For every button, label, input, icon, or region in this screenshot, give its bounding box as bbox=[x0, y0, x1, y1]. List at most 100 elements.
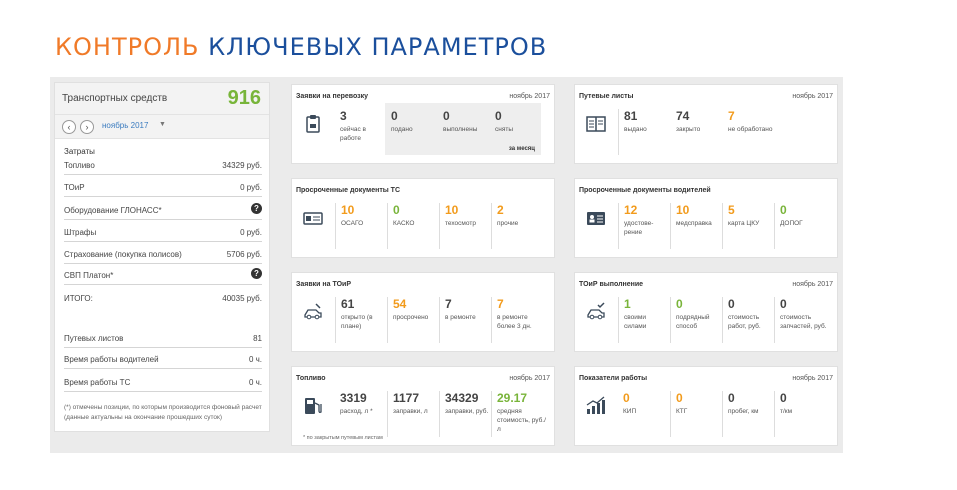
month-dropdown[interactable]: ноябрь 2017 bbox=[102, 121, 149, 130]
page-title-accent: КОНТРОЛЬ bbox=[55, 33, 209, 61]
metric-value: 0 bbox=[780, 203, 787, 217]
cost-total-row: ИТОГО: 40035 руб. bbox=[64, 288, 262, 308]
metric-label: удостове-рение bbox=[624, 220, 654, 236]
card-driver-docs[interactable]: Просроченные документы водителей 12 удост… bbox=[574, 178, 838, 258]
metric-label: техосмотр bbox=[445, 220, 476, 227]
metric-value: 10 bbox=[341, 203, 355, 217]
metric-label: средняя стоимость, руб./л bbox=[497, 408, 546, 433]
metric-value: 54 bbox=[393, 297, 407, 311]
card-title: Заявки на ТОиР bbox=[296, 281, 352, 288]
metric: 0 КАСКО bbox=[387, 203, 437, 249]
card-date: ноябрь 2017 bbox=[509, 375, 550, 382]
metric: 3 сейчас в работе bbox=[335, 109, 383, 155]
card-fuel[interactable]: Топливо ноябрь 2017 3319 расход, л * 1177… bbox=[291, 366, 555, 446]
fuel-pump-icon bbox=[305, 398, 322, 414]
metric-label: прочие bbox=[497, 220, 519, 227]
card-date: ноябрь 2017 bbox=[509, 93, 550, 100]
metric: 10 ОСАГО bbox=[335, 203, 385, 249]
page-title: КОНТРОЛЬ КЛЮЧЕВЫХ ПАРАМЕТРОВ bbox=[55, 33, 547, 61]
metric-value: 1 bbox=[624, 297, 631, 311]
metric-value: 7 bbox=[728, 109, 735, 123]
metric: 0 стоимость работ, руб. bbox=[722, 297, 772, 343]
metric-value: 10 bbox=[676, 203, 690, 217]
metric-value: 10 bbox=[445, 203, 459, 217]
cost-row: Штрафы 0 руб. bbox=[64, 222, 262, 242]
card-performance[interactable]: Показатели работы ноябрь 2017 0 КИП 0 КТГ … bbox=[574, 366, 838, 446]
metric: 2 прочие bbox=[491, 203, 541, 249]
metric: 54 просрочено bbox=[387, 297, 437, 343]
card-waybills[interactable]: Путевые листы ноябрь 2017 81 выдано 74 зак… bbox=[574, 84, 838, 164]
card-vehicle-docs[interactable]: Просроченные документы ТС 10 ОСАГО 0 КАСКО… bbox=[291, 178, 555, 258]
metric-value: 1177 bbox=[393, 391, 420, 405]
stat-name: Время работы ТС bbox=[64, 378, 131, 387]
metric-label: ДОПОГ bbox=[780, 220, 803, 227]
cost-name: СВП Платон* bbox=[64, 271, 114, 280]
metric: 1177 заправки, л bbox=[387, 391, 437, 437]
metric-value: 0 bbox=[495, 109, 502, 123]
metric-label: сейчас в работе bbox=[340, 126, 367, 142]
metric: 1 своими силами bbox=[618, 297, 668, 343]
metric-value: 0 bbox=[676, 297, 683, 311]
metric-value: 0 bbox=[676, 391, 683, 405]
metric-label: подрядный способ bbox=[676, 314, 710, 330]
card-repair-requests[interactable]: Заявки на ТОиР 61 открыто (в плане) 54 про… bbox=[291, 272, 555, 352]
metric-label: КАСКО bbox=[393, 220, 415, 227]
metric-label: в ремонте bbox=[445, 314, 476, 321]
cost-value: 0 руб. bbox=[240, 183, 262, 192]
card-title: Заявки на перевозку bbox=[296, 93, 369, 100]
question-icon[interactable]: ? bbox=[251, 268, 262, 279]
card-date: ноябрь 2017 bbox=[792, 281, 833, 288]
metric: 0 ДОПОГ bbox=[774, 203, 824, 249]
metric-label: выполнены bbox=[443, 126, 478, 133]
metric-value: 3 bbox=[340, 109, 347, 123]
metric-value: 0 bbox=[443, 109, 450, 123]
metric: 0 выполнены bbox=[438, 109, 488, 155]
metric-value: 0 bbox=[780, 297, 787, 311]
metric-value: 0 bbox=[623, 391, 630, 405]
stat-value: 81 bbox=[253, 334, 262, 343]
card-title: ТОиР выполнение bbox=[579, 281, 644, 288]
cost-row: Страхование (покупка полисов) 5706 руб. bbox=[64, 244, 262, 264]
question-icon[interactable]: ? bbox=[251, 203, 262, 214]
stat-row: Время работы ТС 0 ч. bbox=[64, 372, 262, 392]
chevron-right-icon[interactable]: › bbox=[80, 120, 94, 134]
chevron-left-icon[interactable]: ‹ bbox=[62, 120, 76, 134]
metric-label: КТГ bbox=[676, 408, 688, 415]
stat-value: 0 ч. bbox=[248, 355, 262, 364]
metric: 7 в ремонте bbox=[439, 297, 489, 343]
metric: 3319 расход, л * bbox=[335, 391, 385, 437]
metric: 12 удостове-рение bbox=[618, 203, 668, 249]
card-repair-completion[interactable]: ТОиР выполнение ноябрь 2017 1 своими сила… bbox=[574, 272, 838, 352]
book-icon bbox=[586, 116, 606, 132]
cost-value: 5706 руб. bbox=[226, 250, 262, 259]
card-date: ноябрь 2017 bbox=[792, 375, 833, 382]
summary-panel: Транспортных средств 916 ‹ › ноябрь 2017… bbox=[54, 82, 270, 432]
metric: 0 т/км bbox=[774, 391, 824, 437]
driver-license-icon bbox=[587, 212, 605, 225]
metric: 74 закрыто bbox=[671, 109, 721, 155]
metric-label: карта ЦКУ bbox=[728, 220, 760, 227]
metric-label: стоимость запчастей, руб. bbox=[780, 314, 827, 330]
metric-label: т/км bbox=[780, 408, 793, 415]
metric-value: 29.17 bbox=[497, 391, 528, 405]
metric-value: 2 bbox=[497, 203, 504, 217]
card-title: Просроченные документы ТС bbox=[296, 187, 400, 194]
cost-name: ТОиР bbox=[64, 183, 85, 192]
metric-value: 61 bbox=[341, 297, 355, 311]
card-footnote: * по закрытым путевым листам bbox=[303, 435, 383, 441]
card-transport-requests[interactable]: Заявки на перевозку ноябрь 2017 за месяц… bbox=[291, 84, 555, 164]
cost-row: СВП Платон* ? bbox=[64, 265, 262, 285]
id-card-icon bbox=[303, 212, 323, 225]
chevron-down-icon[interactable]: ▼ bbox=[159, 121, 166, 128]
metric: 7 не обработано bbox=[723, 109, 783, 155]
metric-label: в ремонте более 3 дн. bbox=[497, 314, 532, 330]
cost-row: Топливо 34329 руб. bbox=[64, 155, 262, 175]
card-title: Просроченные документы водителей bbox=[579, 187, 711, 194]
metric-label: закрыто bbox=[676, 126, 701, 133]
metric-label: выдано bbox=[624, 126, 647, 133]
cost-row: Оборудование ГЛОНАСС* ? bbox=[64, 200, 262, 220]
metric: 0 подрядный способ bbox=[670, 297, 720, 343]
metric: 81 выдано bbox=[618, 109, 668, 155]
metric-label: пробег, км bbox=[728, 408, 759, 415]
footnote: (*) отмечены позиции, по которым произво… bbox=[64, 404, 262, 421]
